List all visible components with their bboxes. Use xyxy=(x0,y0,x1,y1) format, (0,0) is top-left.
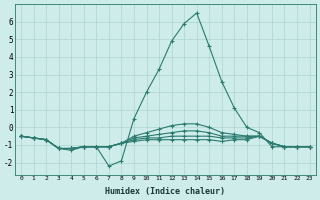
X-axis label: Humidex (Indice chaleur): Humidex (Indice chaleur) xyxy=(105,187,225,196)
